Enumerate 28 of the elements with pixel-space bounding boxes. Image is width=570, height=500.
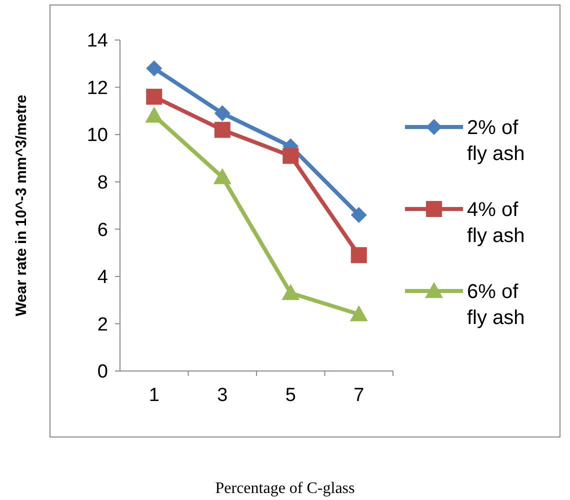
point	[350, 247, 367, 264]
x-axis-title: Percentage of C-glass	[215, 480, 355, 497]
y-tick-label: 8	[97, 172, 108, 194]
y-tick-label: 12	[86, 78, 108, 99]
point	[350, 206, 367, 223]
legend-label: 6% of fly ash	[467, 281, 525, 329]
y-tick-label: 2	[97, 314, 108, 336]
legend-label: 2% of fly ash	[467, 117, 525, 165]
y-tick-label: 10	[86, 125, 108, 146]
y-tick-label: 6	[97, 220, 108, 241]
point	[213, 168, 232, 184]
point	[350, 305, 368, 322]
x-tick-label: 5	[285, 385, 296, 406]
x-tick-label: 3	[217, 385, 228, 406]
x-tick-label: 7	[354, 385, 364, 406]
y-tick-label: 14	[86, 30, 108, 52]
point	[282, 284, 300, 300]
point	[146, 88, 162, 105]
point	[146, 60, 162, 76]
point	[282, 148, 299, 164]
point	[214, 122, 230, 138]
y-tick-label: 0	[97, 362, 108, 383]
x-tick-label: 1	[148, 385, 160, 406]
y-tick-label: 4	[97, 267, 108, 288]
legend-label: 4% of fly ash	[467, 199, 525, 247]
y-axis-title: Wear rate in 10^-3 mm^3/metre	[13, 94, 30, 316]
point	[145, 106, 164, 123]
point	[214, 105, 230, 122]
